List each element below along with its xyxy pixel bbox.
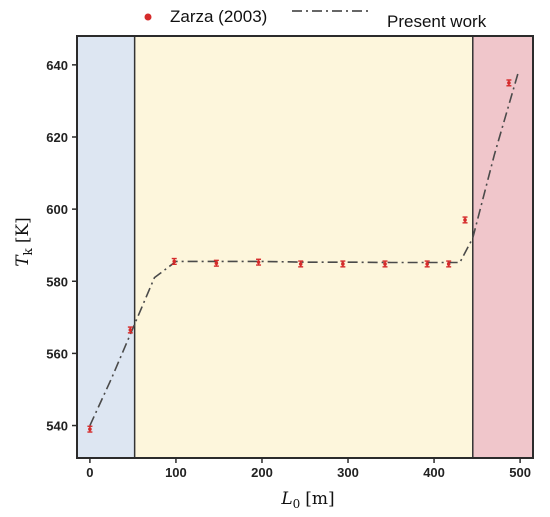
- region-1: [134, 36, 473, 458]
- x-tick-label-0: 0: [86, 465, 93, 480]
- data-point-zarza: [298, 260, 304, 268]
- data-point-zarza: [462, 216, 468, 224]
- x-tick-label-5: 500: [509, 465, 531, 480]
- data-marker: [425, 262, 429, 266]
- y-tick-label-5: 640: [46, 58, 68, 73]
- data-point-zarza: [446, 260, 452, 268]
- y-tick-label-1: 560: [46, 346, 68, 361]
- legend-label-present-work: Present work: [387, 12, 487, 31]
- data-point-zarza: [127, 326, 133, 334]
- data-marker: [463, 218, 467, 222]
- data-marker: [298, 262, 303, 266]
- legend-marker-zarza: [144, 13, 152, 21]
- data-point-zarza: [213, 259, 219, 267]
- legend-label-zarza: Zarza (2003): [170, 7, 267, 26]
- legend: Zarza (2003) Present work: [144, 7, 487, 31]
- data-point-zarza: [340, 260, 346, 268]
- data-point-zarza: [256, 258, 262, 266]
- data-point-zarza: [506, 79, 512, 87]
- plot-frame: [76, 35, 534, 459]
- data-marker: [446, 262, 451, 266]
- data-marker: [88, 427, 92, 431]
- series-line-present-work: [89, 71, 520, 426]
- data-marker: [128, 328, 133, 332]
- data-marker: [341, 262, 345, 266]
- data-point-zarza: [382, 260, 388, 268]
- data-marker: [214, 261, 219, 266]
- y-tick-label-0: 540: [46, 419, 68, 434]
- x-axis-label: L0 [m]: [280, 489, 334, 511]
- y-tick-label-4: 620: [46, 130, 68, 145]
- region-2: [472, 36, 533, 458]
- data-marker: [507, 81, 511, 85]
- x-tick-label-3: 300: [337, 465, 359, 480]
- x-tick-label-2: 200: [251, 465, 273, 480]
- background-regions: [77, 36, 533, 458]
- data-marker: [172, 259, 177, 264]
- data-point-zarza: [87, 425, 93, 433]
- y-tick-label-3: 600: [46, 202, 68, 217]
- region-0: [77, 36, 135, 458]
- data-point-zarza: [171, 257, 177, 266]
- data-point-zarza: [424, 260, 430, 268]
- x-tick-label-4: 400: [423, 465, 445, 480]
- data-marker: [383, 262, 387, 266]
- series-layer: [87, 71, 520, 433]
- y-axis-label: Tk[K]: [13, 217, 35, 267]
- axis-ticks: 0 100 200 300 400 500 540 560 580 600 620 640: [46, 58, 531, 480]
- x-tick-label-1: 100: [165, 465, 187, 480]
- y-tick-label-2: 580: [46, 274, 68, 289]
- data-marker: [256, 260, 261, 264]
